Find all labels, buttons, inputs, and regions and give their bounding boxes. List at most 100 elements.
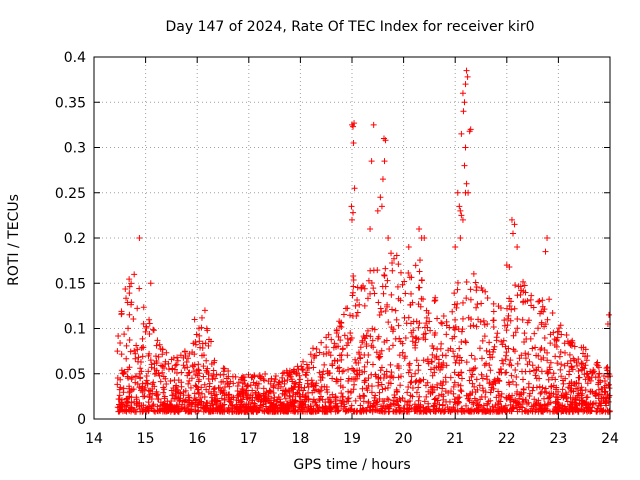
data-point [310, 364, 317, 371]
data-point [308, 408, 315, 415]
data-point [186, 377, 193, 384]
data-point [442, 379, 449, 386]
data-point [513, 373, 520, 380]
data-point [562, 375, 569, 382]
data-point [271, 401, 278, 408]
data-point [381, 158, 388, 165]
data-point [557, 349, 564, 356]
data-point [122, 403, 129, 410]
data-point [537, 310, 544, 317]
data-point [225, 368, 232, 375]
x-tick-label: 24 [601, 431, 619, 447]
data-point [350, 209, 357, 216]
data-point [502, 408, 509, 415]
data-point [514, 292, 521, 299]
data-point [345, 395, 352, 402]
data-point [115, 333, 122, 340]
data-point [456, 360, 463, 367]
data-point [336, 323, 343, 330]
data-point [602, 388, 609, 395]
data-point [123, 396, 130, 403]
data-point [395, 322, 402, 329]
data-point [168, 406, 175, 413]
data-point [439, 402, 446, 409]
data-point [538, 356, 545, 363]
data-point [507, 357, 514, 364]
data-point [463, 392, 470, 399]
data-point [598, 391, 605, 398]
data-point [487, 389, 494, 396]
data-point [126, 283, 133, 290]
data-point [555, 400, 562, 407]
data-point [514, 360, 521, 367]
x-tick-label: 15 [137, 431, 155, 447]
data-point [296, 404, 303, 411]
data-point [585, 407, 592, 414]
data-point [347, 388, 354, 395]
data-point [508, 298, 515, 305]
data-point [405, 398, 412, 405]
data-point [249, 397, 256, 404]
data-point [578, 384, 585, 391]
data-point [380, 374, 387, 381]
data-point [131, 398, 138, 405]
data-point [282, 387, 289, 394]
data-point [475, 316, 482, 323]
data-point [267, 380, 274, 387]
data-point [379, 176, 386, 183]
data-point [241, 408, 248, 415]
data-point [206, 383, 213, 390]
data-point [286, 367, 293, 374]
data-point [463, 359, 470, 366]
data-point [369, 408, 376, 415]
data-point [447, 408, 454, 415]
data-point [587, 368, 594, 375]
y-tick-label: 0.4 [64, 50, 86, 66]
data-point [471, 383, 478, 390]
data-point [499, 357, 506, 364]
data-point [522, 350, 529, 357]
data-point [526, 392, 533, 399]
data-point [323, 344, 330, 351]
data-point [256, 406, 263, 413]
data-point [195, 386, 202, 393]
data-point [316, 349, 323, 356]
data-point [382, 385, 389, 392]
data-point [154, 391, 161, 398]
data-point [544, 401, 551, 408]
data-point [602, 397, 609, 404]
data-point [457, 207, 464, 214]
data-point [255, 394, 262, 401]
data-point [560, 380, 567, 387]
data-point [200, 363, 207, 370]
data-point [354, 371, 361, 378]
data-point [331, 357, 338, 364]
data-point [407, 379, 414, 386]
data-point [431, 386, 438, 393]
data-point [487, 354, 494, 361]
data-point [355, 349, 362, 356]
data-point [420, 404, 427, 411]
data-point [344, 335, 351, 342]
data-point [213, 391, 220, 398]
data-point [149, 402, 156, 409]
data-point [451, 290, 458, 297]
data-point [323, 384, 330, 391]
data-point [490, 308, 497, 315]
data-point [402, 290, 409, 297]
data-point [378, 347, 385, 354]
data-point [351, 120, 358, 127]
data-point [209, 394, 216, 401]
data-point [189, 401, 196, 408]
data-point [548, 390, 555, 397]
data-point [216, 403, 223, 410]
data-point [117, 339, 124, 346]
data-point [207, 408, 214, 415]
data-point [350, 123, 357, 130]
data-point [535, 298, 542, 305]
data-point [442, 388, 449, 395]
data-point [417, 303, 424, 310]
data-point [147, 357, 154, 364]
data-point [359, 369, 366, 376]
data-point [339, 346, 346, 353]
